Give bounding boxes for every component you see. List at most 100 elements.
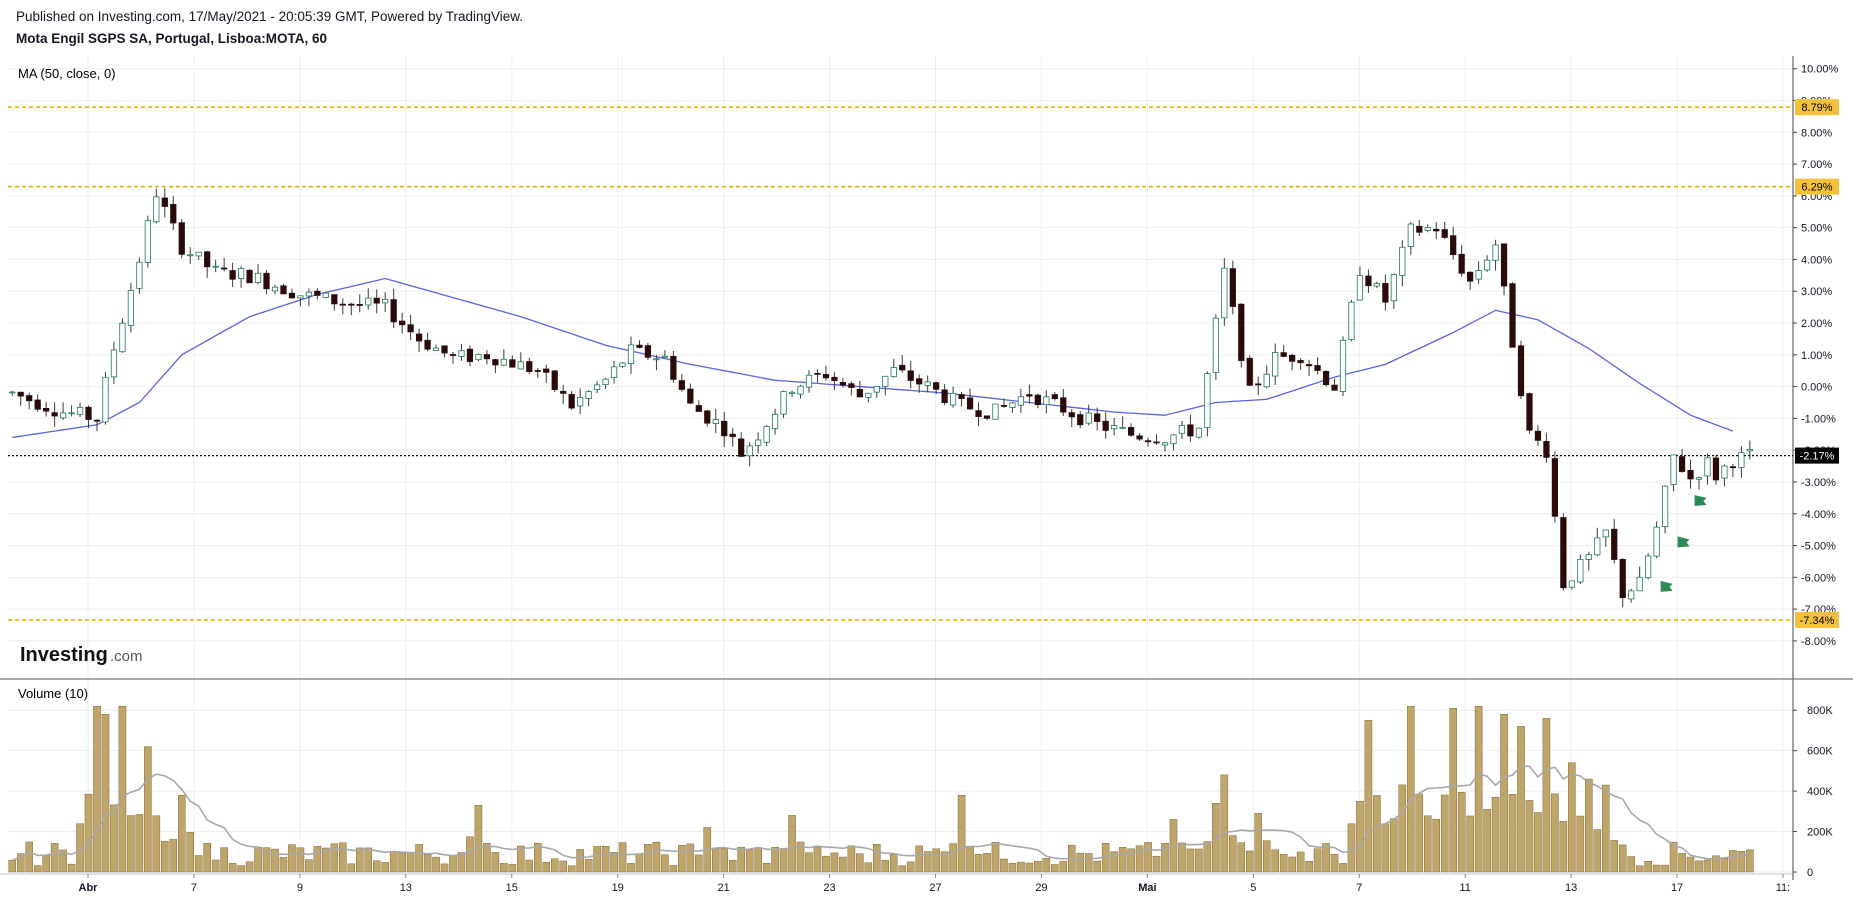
grid xyxy=(8,56,1793,873)
candle-body xyxy=(297,295,304,299)
candle-body xyxy=(34,399,41,410)
candle-body xyxy=(237,268,245,279)
candle-body xyxy=(500,358,507,366)
candle-body xyxy=(153,196,160,223)
candle-body xyxy=(1068,412,1075,418)
candle-body xyxy=(1526,393,1533,431)
candle-body xyxy=(263,272,270,290)
candle-body xyxy=(373,297,380,304)
candle-body xyxy=(890,367,897,378)
candle-body xyxy=(1611,528,1618,560)
candle-body xyxy=(593,384,601,390)
candle-body xyxy=(322,292,329,298)
volume-bar xyxy=(186,832,194,873)
candle-body xyxy=(534,370,541,372)
candle-body xyxy=(1356,275,1364,301)
candle-body xyxy=(424,339,431,350)
volume-bar xyxy=(584,859,593,873)
candle-body xyxy=(1636,576,1643,592)
volume-bar xyxy=(220,847,228,873)
candle-body xyxy=(746,445,753,457)
volume-bar xyxy=(1517,726,1525,873)
volume-bar xyxy=(322,847,330,873)
price-tick-label: 10.00% xyxy=(1801,64,1839,76)
candle-body xyxy=(1500,243,1508,287)
candle-body xyxy=(1475,270,1482,280)
volume-bar xyxy=(288,844,296,873)
volume-bar xyxy=(576,849,584,873)
candle-body xyxy=(1594,537,1601,556)
candle-body xyxy=(780,391,787,415)
candle-body xyxy=(415,333,423,342)
candle-body xyxy=(314,290,321,296)
volume-bar xyxy=(542,862,550,873)
volume-bar xyxy=(1618,844,1627,873)
horizontal-lines[interactable] xyxy=(8,106,1793,621)
candle-body xyxy=(1331,384,1338,391)
flag-marker xyxy=(1660,580,1673,592)
price-axis[interactable]: 10.00%9.00%8.00%7.00%6.00%5.00%4.00%3.00… xyxy=(1793,64,1839,648)
candle-body xyxy=(390,299,397,323)
candle-body xyxy=(797,385,804,395)
price-tick-label: -3.00% xyxy=(1801,477,1836,489)
volume-bar xyxy=(1424,815,1432,873)
volume-bar xyxy=(805,852,813,873)
candle-body xyxy=(839,382,847,386)
volume-bar xyxy=(728,859,737,873)
volume-bar xyxy=(1457,791,1466,873)
volume-bar xyxy=(364,847,372,873)
candle-body xyxy=(254,272,262,283)
volume-bar xyxy=(1500,714,1508,873)
candle-body xyxy=(144,220,151,263)
candle-body xyxy=(1458,253,1465,274)
volume-tick-label: 600K xyxy=(1807,746,1833,758)
volume-bar xyxy=(1440,794,1449,873)
time-tick-label: 29 xyxy=(1035,882,1047,894)
volume-bar xyxy=(144,746,152,873)
candle-body xyxy=(627,344,635,365)
candle-body xyxy=(941,389,948,404)
volume-bar xyxy=(1364,720,1373,873)
chart-header: Published on Investing.com, 17/May/2021 … xyxy=(16,8,523,48)
candle-body xyxy=(1746,449,1753,452)
candle-body xyxy=(924,381,931,386)
candle-body xyxy=(305,291,313,297)
candle-body xyxy=(204,251,211,268)
volume-bar xyxy=(695,854,703,873)
volume-bar xyxy=(1305,861,1313,873)
candle-body xyxy=(1619,559,1626,599)
candle-body xyxy=(992,403,999,420)
volume-bar xyxy=(644,844,652,873)
axis-value-labels: 8.79% 6.29% -7.34% -2.17% xyxy=(1795,99,1839,628)
volume-bar xyxy=(762,863,771,873)
candle-body xyxy=(678,380,685,390)
volume-bar xyxy=(1610,840,1618,873)
time-tick-label: Mai xyxy=(1138,882,1156,894)
candle-body xyxy=(1467,271,1474,282)
volume-bar xyxy=(1313,848,1322,873)
candle-body xyxy=(1517,345,1525,397)
candle-body xyxy=(577,397,584,407)
candle-body xyxy=(805,374,813,388)
candle-body xyxy=(110,349,118,378)
ma-indicator-label[interactable]: MA (50, close, 0) xyxy=(18,66,116,81)
candle-body xyxy=(1492,244,1499,261)
candle-body xyxy=(1297,360,1304,364)
candle-body xyxy=(822,374,830,379)
candle-body xyxy=(1729,466,1737,469)
volume-bar xyxy=(1602,784,1610,873)
candle-body xyxy=(136,261,143,289)
volume-bar xyxy=(661,854,669,873)
candle-body xyxy=(1678,456,1686,472)
candle-body xyxy=(1322,371,1330,386)
volume-bar xyxy=(254,847,262,873)
time-axis[interactable]: Abr 7 9 13 15 19 21 23 27 29 Mai 5 7 11 13 17 11: xyxy=(79,874,1791,894)
volume-bar xyxy=(957,794,966,873)
candle-body xyxy=(899,364,906,371)
candle-body xyxy=(17,391,24,397)
candle-body xyxy=(1229,268,1236,307)
volume-axis[interactable]: 800K 600K 400K 200K 0 xyxy=(1793,705,1833,879)
volume-indicator-label[interactable]: Volume (10) xyxy=(18,686,88,701)
volume-bar xyxy=(839,856,847,873)
